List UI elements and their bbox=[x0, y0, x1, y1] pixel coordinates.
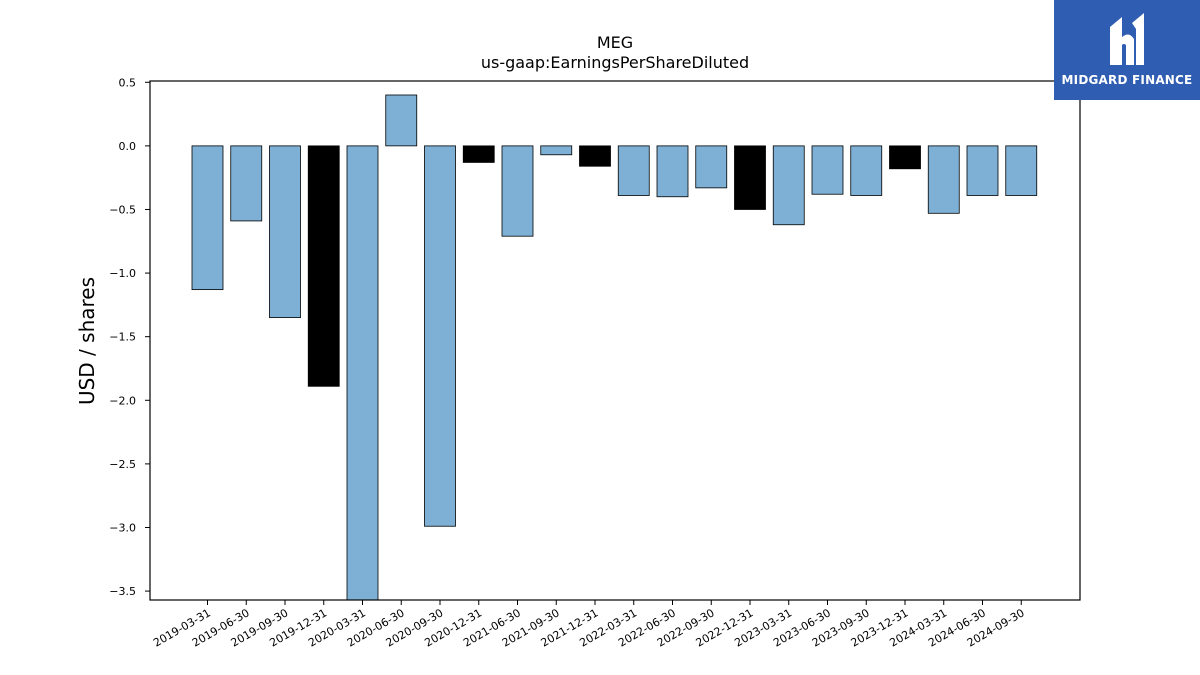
y-tick-label: −2.5 bbox=[109, 458, 136, 471]
bar-2021-06-30 bbox=[501, 145, 534, 237]
bar-2024-06-30 bbox=[966, 145, 999, 196]
bar-2023-12-31 bbox=[889, 145, 921, 170]
bar-2019-06-30 bbox=[230, 145, 263, 222]
bar-2021-12-31 bbox=[579, 145, 611, 167]
y-tick-label: −3.0 bbox=[109, 521, 136, 534]
y-axis-ticks: 0.5 0.0 −0.5 −1.0 −1.5 −2.0 −2.5 −3.0 −3.5 bbox=[109, 76, 150, 598]
midgard-logo-icon bbox=[1110, 13, 1144, 65]
y-axis-label: USD / shares bbox=[75, 277, 99, 405]
bar-2024-03-31 bbox=[927, 145, 960, 214]
bar-2019-03-31 bbox=[191, 145, 224, 291]
bar-2023-09-30 bbox=[850, 145, 883, 196]
bar-2023-06-30 bbox=[811, 145, 844, 195]
chart-title: MEG bbox=[597, 33, 633, 52]
bar-2020-12-31 bbox=[462, 145, 495, 163]
y-tick-label: −3.5 bbox=[109, 585, 136, 598]
bar-2020-03-31 bbox=[346, 145, 379, 600]
y-tick-label: −1.0 bbox=[109, 267, 136, 280]
bar-2022-06-30 bbox=[656, 145, 689, 198]
bar-2020-06-30 bbox=[385, 94, 418, 147]
bar-2024-09-30 bbox=[1005, 145, 1038, 196]
plot-frame bbox=[149, 80, 1081, 601]
bar-2022-03-31 bbox=[617, 145, 650, 196]
bars bbox=[191, 94, 1038, 600]
chart-subtitle: us-gaap:EarningsPerShareDiluted bbox=[481, 53, 749, 72]
y-tick-label: −0.5 bbox=[109, 203, 136, 216]
y-tick-label: 0.0 bbox=[119, 140, 137, 153]
logo-text: MIDGARD FINANCE bbox=[1061, 73, 1193, 87]
y-tick-label: −1.5 bbox=[109, 331, 136, 344]
y-tick-label: 0.5 bbox=[119, 76, 137, 89]
x-axis-ticks: 2019-03-312019-06-302019-09-302019-12-31… bbox=[151, 600, 1027, 650]
bar-2022-12-31 bbox=[734, 145, 766, 210]
bar-2019-09-30 bbox=[269, 145, 301, 319]
bar-2019-12-31 bbox=[307, 145, 340, 387]
bar-2023-03-31 bbox=[772, 145, 805, 226]
bar-2020-09-30 bbox=[424, 145, 456, 527]
bar-2022-09-30 bbox=[695, 145, 728, 189]
brand-logo: MIDGARD FINANCE bbox=[1054, 0, 1200, 100]
y-tick-label: −2.0 bbox=[109, 394, 136, 407]
bar-2021-09-30 bbox=[540, 145, 573, 156]
